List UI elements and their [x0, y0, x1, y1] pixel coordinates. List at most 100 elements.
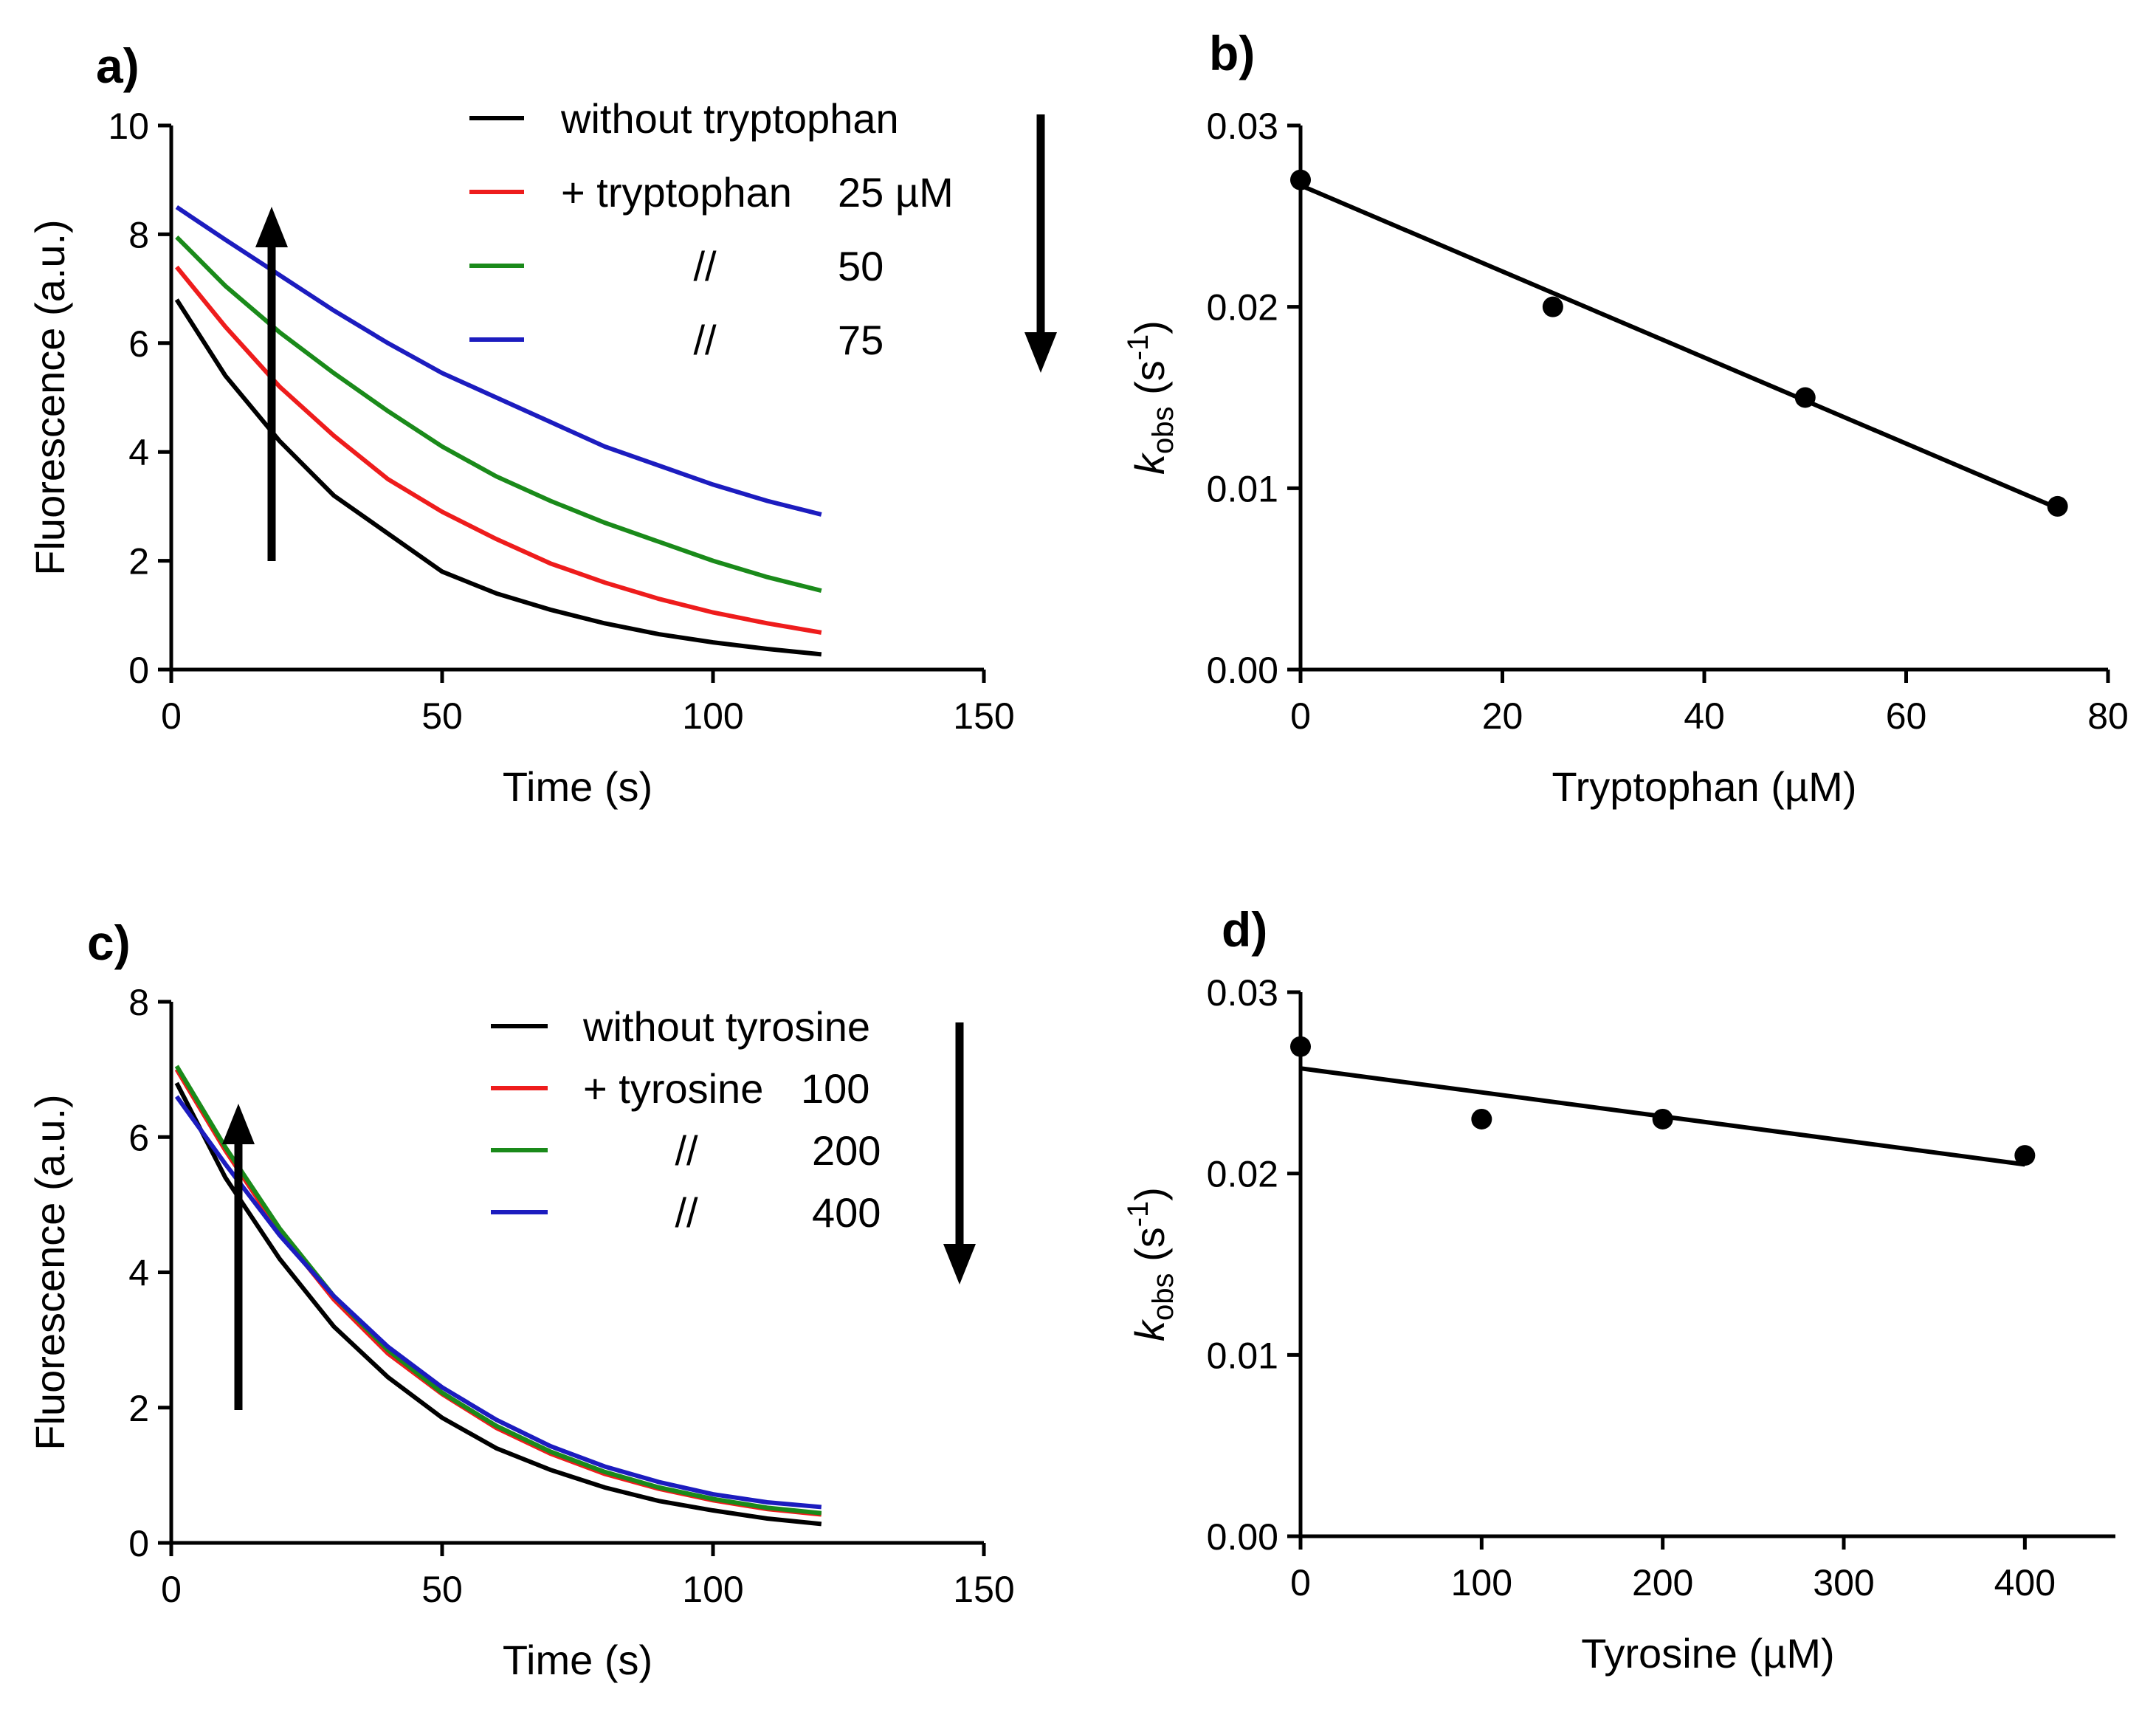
y-tick-label: 2: [128, 1388, 149, 1429]
x-axis-label: Tryptophan (µM): [1552, 763, 1857, 810]
arrowhead-up-icon: [255, 207, 288, 247]
fit-line: [1299, 183, 2059, 511]
panel-b: b) 0 20 40 60 80 0.00 0.01 0.02 0.03 Tryptophan (µ…: [1122, 26, 2129, 810]
y-tick-label: 6: [128, 323, 149, 365]
x-tick-label: 80: [2087, 695, 2129, 737]
ylabel-k: k: [1126, 1318, 1173, 1341]
legend-c: without tyrosine + tyrosine 100 // 200 // 400: [491, 1003, 881, 1236]
ylabel-unit-close: ): [1126, 320, 1173, 334]
x-tick-label: 100: [682, 1569, 743, 1610]
y-tick-label: 8: [128, 214, 149, 255]
x-tick-label: 150: [953, 695, 1014, 737]
data-point: [1794, 387, 1816, 408]
data-point: [1542, 296, 1563, 317]
ylabel-sup: -1: [1122, 1201, 1154, 1228]
data-point: [2047, 495, 2068, 517]
x-tick-label: 0: [1290, 1562, 1311, 1603]
data-point: [2014, 1145, 2036, 1166]
x-tick-label: 60: [1886, 695, 1927, 737]
legend-concentration: 400: [812, 1189, 881, 1236]
ylabel-unit-open: (s: [1126, 1227, 1173, 1273]
legend-label: //: [693, 243, 717, 289]
x-tick-label: 200: [1632, 1562, 1693, 1603]
series-line-3: [174, 1065, 822, 1516]
x-axis-label: Time (s): [503, 1637, 652, 1683]
ylabel-k: k: [1126, 452, 1173, 475]
panel-label-a: a): [96, 38, 140, 93]
ylabel-unit-open: (s: [1126, 360, 1173, 406]
y-tick-label: 0.00: [1207, 1516, 1278, 1558]
y-axis-label: Fluorescence (a.u.): [27, 1094, 73, 1450]
y-tick-label: 0.03: [1207, 972, 1278, 1014]
series-line-2: [175, 265, 822, 635]
y-tick-label: 0.01: [1207, 468, 1278, 509]
legend-a: without tryptophan + tryptophan 25 µM // 50 /…: [469, 95, 954, 363]
series-line-4: [175, 205, 822, 517]
x-tick-label: 50: [421, 695, 463, 737]
x-tick-label: 100: [682, 695, 743, 737]
legend-concentration: 200: [812, 1127, 881, 1174]
y-tick-label: 4: [128, 432, 149, 473]
legend-label: without tryptophan: [560, 95, 899, 142]
y-tick-label: 0.02: [1207, 287, 1278, 329]
y-tick-label: 2: [128, 541, 149, 582]
x-tick-label: 0: [1290, 695, 1311, 737]
x-tick-label: 0: [161, 1569, 182, 1610]
data-point: [1290, 1036, 1311, 1057]
series-line-4: [174, 1095, 822, 1510]
arrowhead-up-icon: [222, 1104, 255, 1144]
data-point: [1652, 1108, 1673, 1129]
ylabel-sup: -1: [1122, 334, 1154, 361]
y-axis-label: kobs (s-1): [1122, 320, 1179, 475]
legend-concentration: 100: [801, 1065, 869, 1112]
y-tick-label: 0: [128, 650, 149, 691]
y-tick-label: 0: [128, 1523, 149, 1564]
x-tick-label: 150: [953, 1569, 1014, 1610]
x-tick-label: 0: [161, 695, 182, 737]
x-tick-label: 20: [1482, 695, 1523, 737]
arrowhead-down-icon: [943, 1244, 976, 1285]
y-axis-label: kobs (s-1): [1122, 1187, 1179, 1341]
y-tick-label: 8: [128, 982, 149, 1023]
series-line-3: [175, 235, 822, 594]
x-axis-label: Time (s): [503, 763, 652, 810]
panel-label-d: d): [1222, 902, 1267, 957]
x-tick-label: 300: [1813, 1562, 1874, 1603]
y-tick-label: 4: [128, 1253, 149, 1294]
legend-label: //: [675, 1127, 698, 1174]
y-tick-label: 0.00: [1207, 650, 1278, 691]
legend-concentration: 50: [838, 243, 884, 289]
legend-label: //: [693, 317, 717, 363]
x-tick-label: 40: [1684, 695, 1725, 737]
data-point: [1471, 1108, 1492, 1129]
legend-label: without tyrosine: [582, 1003, 870, 1050]
legend-concentration: 75: [838, 317, 884, 363]
x-tick-label: 400: [1994, 1562, 2056, 1603]
series-line-1: [174, 1082, 822, 1527]
legend-label: + tyrosine: [583, 1065, 763, 1112]
panel-d: d) 0 100 200 300 400 0.00 0.01 0.02 0.03 Tyrosine …: [1122, 902, 2115, 1677]
y-axis-label: Fluorescence (a.u.): [27, 219, 73, 575]
panel-a: a) 0 50 100 150 0 2 4 6 8 10 Time (s) Fluorescence (…: [27, 38, 1057, 810]
legend-concentration: 25 µM: [838, 169, 954, 216]
y-tick-label: 6: [128, 1117, 149, 1158]
y-tick-label: 10: [108, 106, 149, 147]
panel-label-b: b): [1209, 26, 1255, 80]
arrowhead-down-icon: [1024, 332, 1057, 373]
x-tick-label: 100: [1451, 1562, 1512, 1603]
series-line-1: [174, 298, 822, 657]
y-tick-label: 0.02: [1207, 1154, 1278, 1195]
panel-c: c) 0 50 100 150 0 2 4 6 8 Time (s) Fluorescence (a.…: [27, 915, 1015, 1683]
x-axis-label: Tyrosine (µM): [1581, 1630, 1834, 1677]
y-tick-label: 0.03: [1207, 106, 1278, 147]
panel-label-c: c): [87, 915, 131, 970]
legend-label: + tryptophan: [561, 169, 792, 216]
legend-label: //: [675, 1189, 698, 1236]
x-tick-label: 50: [421, 1569, 463, 1610]
y-tick-label: 0.01: [1207, 1335, 1278, 1376]
ylabel-sub: obs: [1147, 1273, 1179, 1321]
data-point: [1290, 169, 1311, 190]
ylabel-sub: obs: [1147, 406, 1179, 454]
ylabel-unit-close: ): [1126, 1187, 1173, 1201]
